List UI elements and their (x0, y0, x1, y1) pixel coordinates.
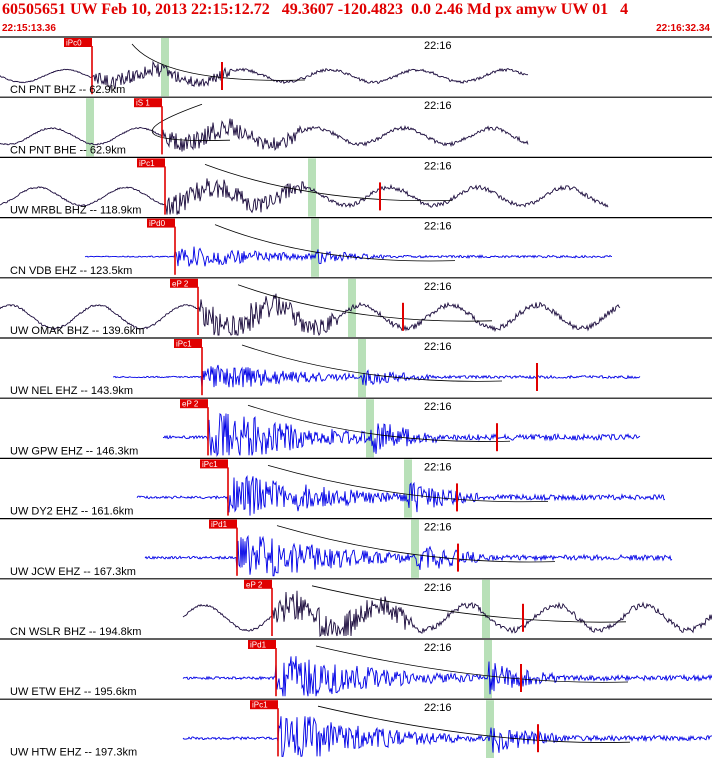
pick-label: eP 2 (246, 580, 263, 589)
pick-flag[interactable] (147, 218, 175, 228)
pick-flag[interactable] (134, 98, 162, 108)
coda-curve (247, 404, 511, 442)
time-marker-label: 22:16 (424, 702, 452, 714)
trace-row[interactable]: 22:16 iPd1 UW ETW EHZ -- 195.6km (0, 638, 712, 699)
channel-label: CN PNT BHE -- 62.9km (10, 144, 126, 156)
pick-label: iPc1 (252, 701, 268, 710)
time-marker-label: 22:16 (424, 221, 452, 233)
pick-flag[interactable] (209, 519, 237, 529)
coda-curve (311, 585, 627, 623)
waveform-trace (136, 475, 666, 516)
pick-label: iPc1 (139, 159, 155, 168)
s-window-band (366, 399, 374, 458)
coda-curve (131, 43, 306, 81)
coda-curve (317, 705, 631, 743)
time-marker-label: 22:16 (424, 160, 452, 172)
time-marker-label: 22:16 (424, 40, 452, 52)
channel-label: UW JCW EHZ -- 167.3km (10, 566, 136, 578)
pick-label: eP 2 (182, 400, 199, 409)
waveform-trace (182, 716, 712, 758)
time-marker-label: 22:16 (424, 642, 452, 654)
coda-curve (237, 284, 493, 322)
channel-label: UW HTW EHZ -- 197.3km (10, 746, 137, 758)
channel-label: UW GPW EHZ -- 146.3km (10, 445, 138, 457)
pick-label: iPc0 (66, 39, 82, 48)
trace-row[interactable]: 22:16 iPc1 UW MRBL BHZ -- 118.9km (0, 156, 712, 217)
s-window-band (311, 218, 319, 277)
pick-label: iPd0 (149, 219, 166, 228)
time-marker-label: 22:16 (424, 522, 452, 534)
pick-flag[interactable] (170, 278, 198, 288)
s-window-band (484, 640, 492, 699)
coda-curve (204, 164, 453, 202)
pick-flag[interactable] (174, 339, 202, 348)
s-window-band (86, 98, 94, 157)
channel-label: UW NEL EHZ -- 143.9km (10, 385, 133, 397)
event-title: 60505651 UW Feb 10, 2013 22:15:12.72 49.… (2, 1, 629, 18)
waveform-trace (112, 364, 641, 389)
s-window-band (358, 339, 366, 398)
header: 60505651 UW Feb 10, 2013 22:15:12.72 49.… (0, 0, 712, 36)
trace-row[interactable]: 22:16 iPd1 UW JCW EHZ -- 167.3km (0, 518, 712, 578)
waveform-trace (0, 118, 529, 152)
waveform-trace (84, 246, 612, 267)
s-window-band (482, 579, 490, 638)
pick-label: iS 1 (136, 99, 150, 108)
time-marker-label: 22:16 (424, 582, 452, 594)
waveform-trace (0, 60, 529, 91)
waveform-trace (162, 412, 641, 457)
time-marker-label: 22:16 (424, 401, 452, 413)
coda-curve (267, 465, 549, 503)
trace-row[interactable]: 22:16 eP 2 CN WSLR BHZ -- 194.8km (0, 578, 712, 638)
time-marker-label: 22:16 (424, 100, 452, 112)
s-window-band (404, 459, 412, 518)
trace-row[interactable]: 22:16 iPc1 UW HTW EHZ -- 197.3km (0, 698, 712, 758)
pick-label: eP 2 (172, 279, 189, 288)
channel-label: CN PNT BHZ -- 62.9km (10, 84, 125, 96)
channel-label: UW MRBL BHZ -- 118.9km (10, 205, 141, 217)
trace-row[interactable]: 22:16 iPc0 CN PNT BHZ -- 62.9km (0, 36, 712, 97)
trace-row[interactable]: 22:16 iPd0 CN VDB EHZ -- 123.5km (0, 217, 712, 277)
pick-label: iPd1 (211, 520, 228, 529)
seismogram-panel[interactable]: 22:16 iPc0 CN PNT BHZ -- 62.9km 22:16 iS 1 CN… (0, 36, 712, 758)
waveform-trace (144, 534, 673, 577)
time-marker-label: 22:16 (424, 281, 452, 293)
end-time: 22:16:32.34 (656, 23, 710, 34)
pick-label: iPc1 (202, 460, 218, 469)
coda-curve (315, 645, 629, 683)
s-window-band (308, 158, 316, 217)
waveform-trace (182, 656, 712, 697)
channel-label: CN VDB EHZ -- 123.5km (10, 265, 132, 277)
pick-flag[interactable] (180, 399, 208, 409)
trace-row[interactable]: 22:16 iS 1 CN PNT BHE -- 62.9km (0, 96, 712, 157)
pick-flag[interactable] (64, 38, 92, 47)
pick-flag[interactable] (250, 700, 278, 710)
pick-flag[interactable] (200, 459, 228, 469)
waveform-trace (0, 178, 609, 215)
coda-curve (214, 224, 456, 262)
time-marker-label: 22:16 (424, 341, 452, 353)
coda-curve (276, 525, 556, 563)
channel-label: UW ETW EHZ -- 195.6km (10, 686, 137, 698)
s-window-band (411, 519, 419, 578)
pick-label: iPc1 (176, 340, 192, 349)
channel-label: UW DY2 EHZ -- 161.6km (10, 506, 133, 518)
trace-row[interactable]: 22:16 iPc1 UW NEL EHZ -- 143.9km (0, 337, 712, 398)
pick-flag[interactable] (248, 640, 276, 649)
waveform-trace (0, 293, 621, 337)
s-window-band (486, 700, 494, 758)
coda-curve (241, 344, 503, 382)
time-marker-label: 22:16 (424, 461, 452, 473)
channel-label: UW OMAK BHZ -- 139.6km (10, 325, 144, 337)
waveform-trace (182, 590, 712, 638)
start-time: 22:15:13.36 (2, 23, 56, 34)
trace-row[interactable]: 22:16 iPc1 UW DY2 EHZ -- 161.6km (0, 457, 712, 518)
pick-label: iPd1 (250, 641, 267, 650)
coda-curve (151, 103, 231, 141)
channel-label: CN WSLR BHZ -- 194.8km (10, 626, 141, 638)
pick-flag[interactable] (137, 158, 165, 168)
trace-row[interactable]: 22:16 eP 2 UW GPW EHZ -- 146.3km (0, 397, 712, 458)
trace-row[interactable]: 22:16 eP 2 UW OMAK BHZ -- 139.6km (0, 277, 712, 337)
pick-flag[interactable] (244, 579, 272, 589)
